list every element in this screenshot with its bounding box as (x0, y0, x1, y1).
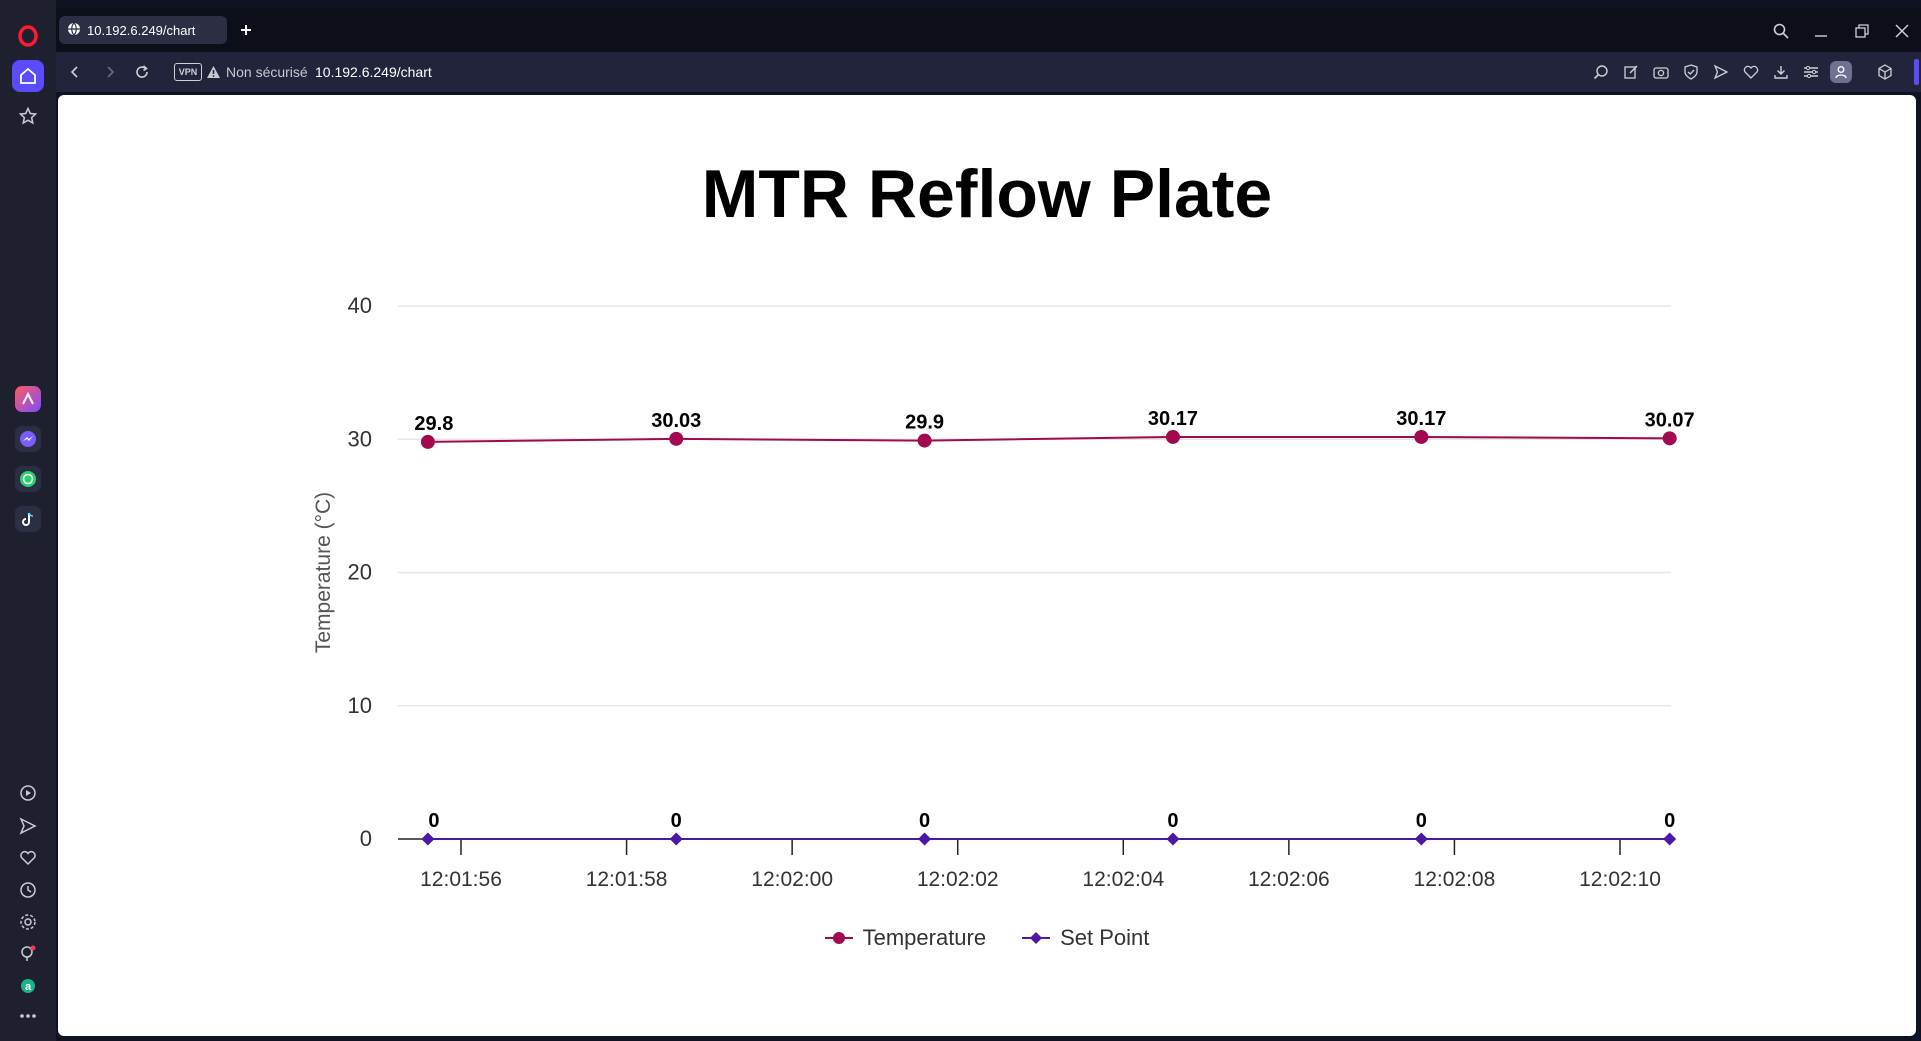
settings-icon[interactable] (12, 906, 44, 938)
data-label: 0 (428, 810, 439, 832)
download-icon[interactable] (1770, 61, 1792, 83)
diamond-marker-icon (1022, 932, 1051, 944)
data-point-set-point (1414, 832, 1428, 846)
svg-text:a: a (25, 981, 32, 993)
x-tick-label: 12:02:00 (751, 868, 833, 891)
x-tick-label: 12:02:02 (917, 868, 999, 891)
data-label: 0 (919, 810, 930, 832)
data-label: 29.8 (414, 413, 453, 435)
reload-icon[interactable] (131, 61, 153, 83)
cube-icon[interactable] (1874, 61, 1896, 83)
x-tick-label: 12:02:04 (1082, 868, 1164, 891)
x-tick-label: 12:02:08 (1414, 868, 1496, 891)
browser-sidebar: a (0, 0, 56, 1041)
data-point-set-point (1166, 832, 1180, 846)
legend-label: Temperature (862, 925, 987, 950)
data-point-temperature (1165, 429, 1180, 444)
y-tick-label: 40 (348, 293, 372, 318)
data-point-temperature (669, 431, 684, 446)
page-content: MTR Reflow Plate 0 10 20 30 40 Temperature (°… (58, 95, 1916, 1036)
minimize-icon[interactable] (1810, 20, 1832, 42)
easy-setup-icon[interactable] (1800, 61, 1822, 83)
data-point-set-point (1663, 832, 1677, 846)
security-indicator[interactable]: Non sécurisé (206, 61, 308, 83)
data-point-temperature (1414, 429, 1429, 444)
home-icon[interactable] (12, 60, 44, 92)
legend-item-set-point[interactable]: Set Point (1022, 925, 1149, 951)
tab-bar: 10.192.6.249/chart (56, 8, 1921, 52)
send-icon[interactable] (1710, 61, 1732, 83)
new-tab-button[interactable] (236, 20, 256, 40)
legend-item-temperature[interactable]: Temperature (824, 925, 987, 951)
page-title: MTR Reflow Plate (701, 156, 1273, 232)
y-tick-label: 30 (348, 426, 372, 451)
x-tick-label: 12:02:06 (1248, 868, 1330, 891)
tips-icon[interactable] (12, 938, 44, 970)
zoom-icon[interactable] (1590, 61, 1612, 83)
data-label: 30.03 (651, 410, 701, 432)
data-point-temperature (420, 434, 435, 449)
temperature-chart: 0 10 20 30 40 Temperature (°C) 12:01:56 12:01:5… (312, 293, 1695, 891)
search-icon[interactable] (1770, 20, 1792, 42)
more-icon[interactable] (12, 1000, 44, 1032)
address-bar: VPN Non sécurisé 10.192.6.249/chart (56, 52, 1921, 92)
camera-icon[interactable] (1650, 61, 1672, 83)
data-label: 30.07 (1645, 409, 1695, 431)
favorite-icon[interactable] (1740, 61, 1762, 83)
edit-icon[interactable] (1620, 61, 1642, 83)
tab-title: 10.192.6.249/chart (87, 22, 196, 38)
data-point-set-point (918, 832, 932, 846)
circle-marker-icon (824, 932, 853, 944)
data-label: 0 (1664, 810, 1675, 832)
data-point-temperature (1662, 431, 1677, 446)
messenger-icon[interactable] (15, 426, 41, 452)
history-icon[interactable] (12, 874, 44, 906)
profile-icon[interactable] (1830, 61, 1852, 83)
tiktok-icon[interactable] (15, 506, 41, 532)
back-icon[interactable] (64, 61, 86, 83)
y-tick-label: 10 (348, 693, 372, 718)
url-field[interactable]: 10.192.6.249/chart (315, 64, 432, 80)
data-point-set-point (421, 832, 435, 846)
legend-label: Set Point (1060, 925, 1150, 950)
close-icon[interactable] (1891, 20, 1913, 42)
data-label: 30.17 (1148, 408, 1198, 430)
data-point-temperature (917, 433, 932, 448)
data-label: 0 (671, 810, 682, 832)
forward-icon[interactable] (99, 61, 121, 83)
flow-icon[interactable] (12, 810, 44, 842)
restore-icon[interactable] (1851, 20, 1873, 42)
shield-icon[interactable] (1680, 61, 1702, 83)
y-axis-label: Temperature (°C) (312, 492, 335, 653)
x-tick-label: 12:01:58 (586, 868, 668, 891)
data-label: 30.17 (1396, 408, 1446, 430)
vpn-badge[interactable]: VPN (174, 63, 202, 81)
opera-logo-icon[interactable] (12, 20, 44, 52)
warning-icon (207, 66, 220, 78)
tab-chart[interactable]: 10.192.6.249/chart (59, 16, 227, 44)
chart-legend: Temperature Set Point (58, 925, 1916, 951)
data-label: 0 (1167, 810, 1178, 832)
y-tick-label: 0 (360, 826, 372, 851)
player-icon[interactable] (12, 777, 44, 809)
security-label: Non sécurisé (226, 64, 308, 80)
heart-icon[interactable] (12, 842, 44, 874)
data-label: 29.9 (905, 412, 944, 434)
y-tick-label: 20 (348, 560, 372, 585)
extensions-icon[interactable]: a (12, 970, 44, 1002)
x-tick-label: 12:01:56 (420, 868, 502, 891)
globe-icon (67, 22, 81, 39)
sidebar-toggle-indicator[interactable] (1914, 59, 1919, 85)
series-line-temperature (427, 435, 1670, 443)
x-tick-label: 12:02:10 (1579, 868, 1661, 891)
whatsapp-icon[interactable] (15, 466, 41, 492)
data-label: 0 (1416, 810, 1427, 832)
aria-icon[interactable] (15, 386, 41, 412)
data-point-set-point (669, 832, 683, 846)
bookmarks-icon[interactable] (12, 100, 44, 132)
